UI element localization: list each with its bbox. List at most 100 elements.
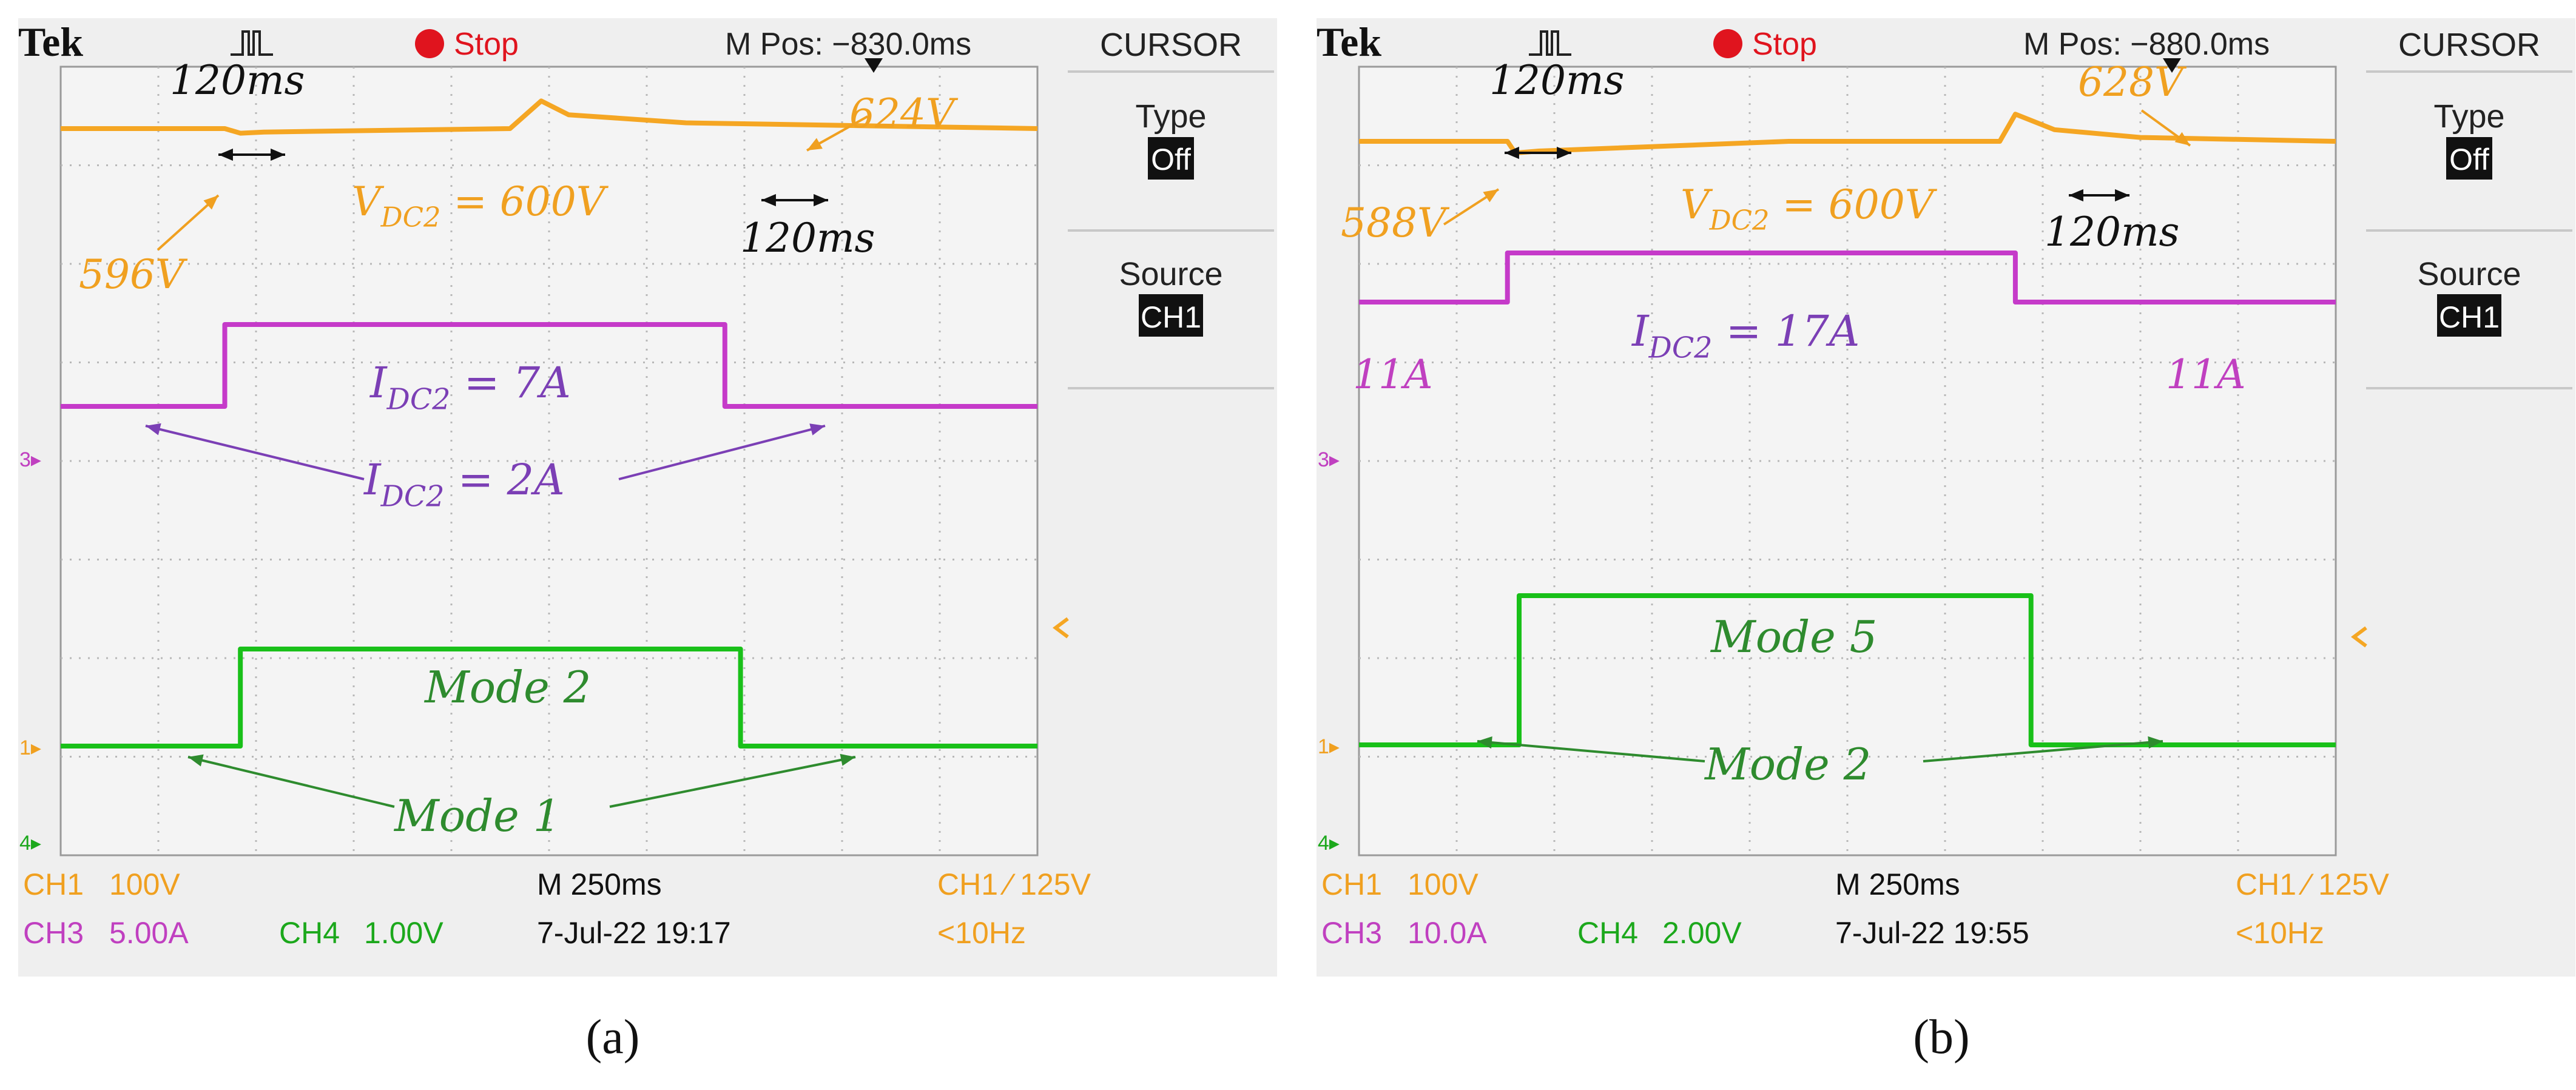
timebase: M 250ms bbox=[1835, 867, 1960, 901]
trace-ch1 bbox=[1359, 112, 2336, 156]
trace-ch4 bbox=[1359, 593, 2336, 747]
mode-low-arrow-head bbox=[2148, 736, 2163, 749]
time-span-arrow-head bbox=[1505, 146, 1519, 160]
horizontal-position: M Pos: −880.0ms bbox=[2023, 27, 2270, 62]
stop-icon bbox=[415, 29, 444, 58]
trace-ch4 bbox=[61, 647, 1037, 749]
voltage-peak-label: 628V bbox=[2078, 59, 2187, 106]
trigger-position-icon bbox=[865, 58, 883, 73]
menu-source-value: CH1 bbox=[1141, 300, 1201, 334]
time-span-arrow-head bbox=[2069, 189, 2083, 202]
trace-ch3 bbox=[61, 322, 1037, 409]
voltage-dip-arrow-head bbox=[203, 195, 218, 210]
trigger-frequency: <10Hz bbox=[937, 916, 1026, 950]
menu-type-value-box bbox=[1148, 137, 1194, 180]
traces bbox=[1358, 112, 2336, 747]
ch4-scale: 1.00V bbox=[364, 916, 443, 950]
voltage-peak-label: 624V bbox=[849, 90, 959, 137]
trigger-readout: CH1 ∕ 125V bbox=[2236, 867, 2390, 901]
menu-title: CURSOR bbox=[2398, 27, 2540, 63]
oscilloscope-panel-b: Tek Stop M Pos: −880.0ms CURSOR Type Off Sourc… bbox=[1317, 18, 2575, 977]
annotations: 120ms 120ms 624V 596V VDC2 = 600V IDC2 = 7A ID… bbox=[79, 57, 959, 841]
mode-low-arrow-head bbox=[188, 754, 204, 767]
menu-title: CURSOR bbox=[1100, 27, 1242, 63]
mode-high-label: Mode 2 bbox=[423, 662, 591, 713]
traces bbox=[60, 98, 1038, 749]
mode-low-arrow bbox=[609, 756, 856, 808]
menu-source-label: Source bbox=[1119, 256, 1222, 292]
trigger-level-icon bbox=[1053, 617, 1069, 639]
acquisition-state: Stop bbox=[454, 27, 519, 62]
mode-low-label: Mode 2 bbox=[1704, 739, 1871, 790]
ch4-scale: 2.00V bbox=[1662, 916, 1742, 950]
panel-caption-b: (b) bbox=[1913, 1011, 1970, 1064]
idc2-low-label: IDC2 = 2A bbox=[363, 455, 565, 514]
panel-caption-a: (a) bbox=[585, 1011, 640, 1064]
vdc2-label: VDC2 = 600V bbox=[1681, 181, 1938, 236]
mode-low-arrow-head bbox=[840, 753, 855, 766]
ch4-name: CH4 bbox=[279, 916, 340, 950]
voltage-peak-arrow-head bbox=[2174, 132, 2190, 146]
voltage-peak-arrow-head bbox=[807, 138, 823, 150]
ch1-ground-marker: 1▸ bbox=[19, 736, 41, 759]
time-annotation: 120ms bbox=[740, 215, 875, 261]
idc2-high-label: IDC2 = 17A bbox=[1631, 306, 1860, 365]
oscilloscope-panel-a: Tek Stop M Pos: −830.0ms CURSOR Type Off Sourc… bbox=[18, 18, 1277, 977]
menu-type-label: Type bbox=[1135, 98, 1206, 135]
ch3-scale: 10.0A bbox=[1408, 916, 1487, 950]
timebase: M 250ms bbox=[537, 867, 662, 901]
mode-low-label: Mode 1 bbox=[393, 790, 561, 841]
trigger-pulse-icon bbox=[231, 30, 273, 56]
trigger-frequency: <10Hz bbox=[2236, 916, 2324, 950]
vdc2-label: VDC2 = 600V bbox=[352, 178, 609, 233]
ch3-scale: 5.00A bbox=[109, 916, 189, 950]
ch4-ground-marker: 4▸ bbox=[1318, 832, 1340, 855]
current-right-label: 11A bbox=[2166, 351, 2246, 398]
datetime: 7-Jul-22 19:55 bbox=[1835, 916, 2029, 950]
mode-low-arrow bbox=[1923, 740, 2163, 762]
time-annotation: 120ms bbox=[170, 57, 305, 104]
menu-source-label: Source bbox=[2417, 256, 2521, 292]
time-span-arrow-head bbox=[1557, 146, 1571, 160]
mode-low-arrow-head bbox=[1477, 736, 1492, 749]
menu-source-value-box bbox=[1139, 294, 1203, 337]
idc2-high-label: IDC2 = 7A bbox=[369, 358, 571, 417]
menu-type-value: Off bbox=[1151, 143, 1191, 177]
ch3-ground-marker: 3▸ bbox=[1318, 448, 1340, 471]
voltage-dip-label: 596V bbox=[79, 251, 188, 298]
ch3-name: CH3 bbox=[23, 916, 84, 950]
ch1-name: CH1 bbox=[23, 867, 84, 901]
idc2-low-arrow bbox=[145, 425, 365, 480]
menu-source-value: CH1 bbox=[2439, 300, 2500, 334]
idc2-low-arrow-head bbox=[809, 423, 825, 436]
menu-source-value-box bbox=[2437, 294, 2501, 337]
time-span-arrow-head bbox=[2115, 189, 2129, 202]
time-annotation: 120ms bbox=[1489, 57, 1624, 104]
idc2-low-arrow-head bbox=[146, 423, 161, 436]
menu-type-value: Off bbox=[2449, 143, 2489, 177]
ch3-name: CH3 bbox=[1321, 916, 1382, 950]
ch1-scale: 100V bbox=[1408, 867, 1479, 901]
voltage-dip-arrow-head bbox=[1483, 189, 1499, 203]
horizontal-position: M Pos: −830.0ms bbox=[725, 27, 971, 62]
acquisition-state: Stop bbox=[1752, 27, 1817, 62]
trigger-position-icon bbox=[2163, 58, 2181, 73]
oscilloscope-screen-a: Tek Stop M Pos: −830.0ms CURSOR Type Off Sourc… bbox=[18, 19, 1274, 950]
mode-low-arrow bbox=[187, 756, 395, 808]
ch1-scale: 100V bbox=[109, 867, 180, 901]
menu-type-label: Type bbox=[2433, 98, 2504, 135]
ch4-ground-marker: 4▸ bbox=[19, 832, 41, 855]
time-span-arrow-head bbox=[271, 148, 285, 161]
trigger-level-icon bbox=[2351, 626, 2367, 648]
menu-type-value-box bbox=[2446, 137, 2492, 180]
trigger-pulse-icon bbox=[1529, 30, 1571, 56]
annotations: 120ms 120ms 628V 588V VDC2 = 600V IDC2 = 17A 1… bbox=[1341, 57, 2246, 790]
ch1-name: CH1 bbox=[1321, 867, 1382, 901]
trace-ch3 bbox=[1359, 251, 2336, 304]
brand-label: Tek bbox=[18, 19, 83, 65]
current-left-label: 11A bbox=[1353, 351, 1433, 398]
time-span-arrow-head bbox=[761, 193, 776, 207]
brand-label: Tek bbox=[1317, 19, 1381, 65]
ch4-name: CH4 bbox=[1577, 916, 1638, 950]
